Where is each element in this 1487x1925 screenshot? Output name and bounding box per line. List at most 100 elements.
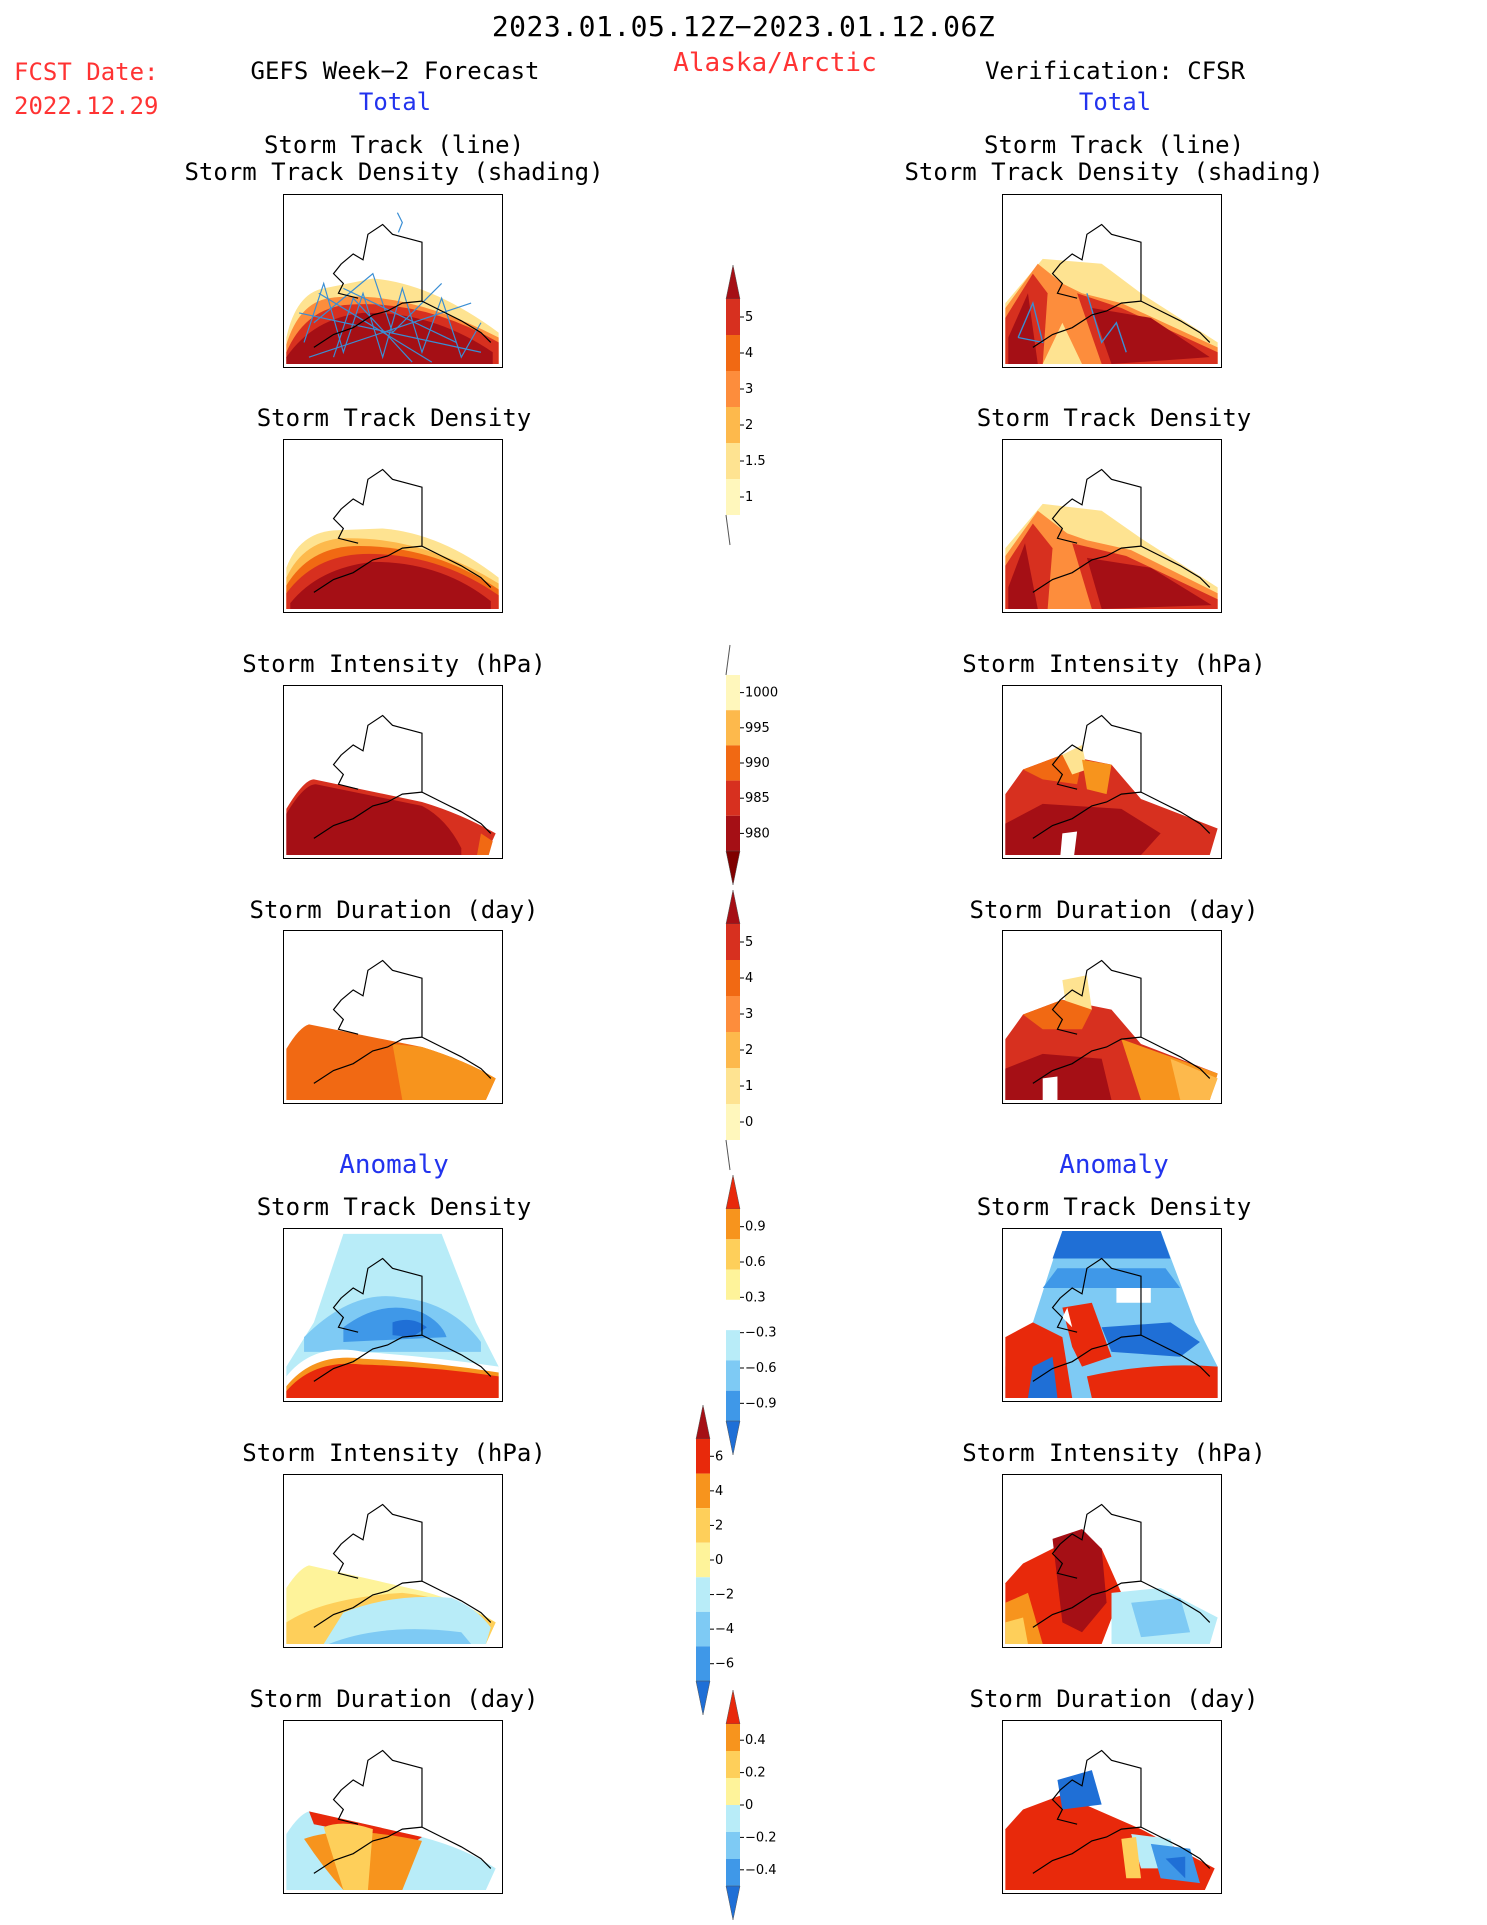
colorbar-bottom-arrow — [725, 1420, 741, 1456]
right-duration-title: Storm Duration (day) — [969, 896, 1259, 924]
map-forecast-density-anomaly — [283, 1228, 503, 1402]
map-forecast-intensity-anomaly — [283, 1474, 503, 1648]
colorbar-duration: 5 4 3 2 1 0 — [724, 889, 794, 1171]
colorbar-label: −4 — [715, 1622, 734, 1637]
colorbar-segment — [726, 1269, 740, 1300]
map-forecast-density — [283, 439, 503, 613]
left-duration-anom-title: Storm Duration (day) — [249, 1685, 539, 1713]
colorbar-segment — [726, 299, 740, 335]
colorbar-label: 1 — [745, 1079, 753, 1094]
colorbar-segment — [696, 1611, 710, 1647]
map-forecast-track — [283, 194, 503, 368]
colorbar-segment — [726, 675, 740, 711]
colorbar-label: 1000 — [745, 686, 778, 701]
colorbar-density: 5 4 3 2 1.5 1 — [724, 264, 794, 546]
colorbar-segment — [726, 710, 740, 746]
colorbar-top-arrow — [725, 1174, 741, 1210]
left-intensity-title: Storm Intensity (hPa) — [242, 650, 546, 678]
right-density-anom-title: Storm Track Density — [976, 1193, 1252, 1221]
left-track-shading-title: Storm Track Density (shading) — [184, 158, 604, 186]
colorbar-segment — [726, 745, 740, 781]
right-track-line-title: Storm Track (line) — [983, 131, 1245, 159]
colorbar-segment — [726, 335, 740, 371]
colorbar-label: 0 — [745, 1798, 753, 1813]
forecast-total-label: Total — [358, 88, 432, 116]
fcst-date-value: 2022.12.29 — [14, 92, 159, 120]
colorbar-segment — [696, 1646, 710, 1681]
colorbar-label: 5 — [745, 935, 753, 950]
colorbar-segment — [726, 924, 740, 960]
colorbar-label: 3 — [745, 1007, 753, 1022]
colorbar-segment — [726, 407, 740, 443]
colorbar-label: 4 — [715, 1484, 723, 1499]
colorbar-bottom-tail — [725, 1139, 731, 1171]
right-intensity-anom-title: Storm Intensity (hPa) — [962, 1439, 1266, 1467]
colorbar-bottom-arrow — [725, 1885, 741, 1921]
colorbar-segment — [726, 1751, 740, 1778]
colorbar-label: 0.3 — [745, 1290, 766, 1305]
map-verification-track — [1002, 194, 1222, 368]
colorbar-segment — [726, 960, 740, 996]
colorbar-top-arrow — [725, 1689, 741, 1725]
left-anomaly-label: Anomaly — [339, 1150, 449, 1180]
left-intensity-anom-title: Storm Intensity (hPa) — [242, 1439, 546, 1467]
colorbar-segment — [726, 443, 740, 479]
colorbar-segment — [696, 1439, 710, 1474]
colorbar-label: 6 — [715, 1449, 723, 1464]
map-verification-duration — [1002, 930, 1222, 1104]
colorbar-label: −0.6 — [745, 1361, 777, 1376]
colorbar-intensity: 1000 995 990 985 980 — [724, 644, 794, 886]
map-verification-intensity-anomaly — [1002, 1474, 1222, 1648]
colorbar-intensity-anomaly: 6 4 2 0 −2 −4 −6 — [694, 1404, 764, 1716]
colorbar-label: 985 — [745, 791, 770, 806]
colorbar-segment — [726, 996, 740, 1032]
colorbar-segment — [696, 1473, 710, 1509]
right-density-title: Storm Track Density — [976, 404, 1252, 432]
colorbar-label: 980 — [745, 826, 770, 841]
colorbar-label: 4 — [745, 346, 753, 361]
colorbar-segment — [726, 1805, 740, 1832]
map-forecast-intensity — [283, 685, 503, 859]
colorbar-label: 0.4 — [745, 1733, 766, 1748]
colorbar-label: 0.2 — [745, 1766, 766, 1781]
colorbar-density-anomaly: 0.9 0.6 0.3 −0.3 −0.6 −0.9 — [724, 1174, 794, 1456]
colorbar-segment — [696, 1577, 710, 1612]
colorbar-duration-anomaly: 0.4 0.2 0 −0.2 −0.4 — [724, 1689, 794, 1921]
valid-period-title: 2023.01.05.12Z−2023.01.12.06Z — [491, 10, 996, 43]
map-forecast-duration-anomaly — [283, 1720, 503, 1894]
colorbar-label: −0.3 — [745, 1326, 777, 1341]
colorbar-label: 1.5 — [745, 454, 766, 469]
colorbar-segment — [726, 780, 740, 816]
colorbar-top-arrow — [725, 264, 741, 300]
colorbar-segment — [726, 1390, 740, 1421]
colorbar-label: 990 — [745, 756, 770, 771]
colorbar-segment — [696, 1542, 710, 1578]
colorbar-segment — [726, 371, 740, 407]
colorbar-label: −0.2 — [745, 1830, 777, 1845]
colorbar-segment — [726, 1239, 740, 1270]
colorbar-top-arrow — [695, 1404, 711, 1440]
map-verification-duration-anomaly — [1002, 1720, 1222, 1894]
map-forecast-duration — [283, 930, 503, 1104]
map-verification-intensity — [1002, 685, 1222, 859]
left-duration-title: Storm Duration (day) — [249, 896, 539, 924]
colorbar-segment — [726, 479, 740, 515]
colorbar-label: 0.9 — [745, 1220, 766, 1235]
colorbar-segment — [726, 1778, 740, 1805]
left-track-line-title: Storm Track (line) — [263, 131, 525, 159]
colorbar-label: 5 — [745, 310, 753, 325]
colorbar-top-tail — [725, 644, 731, 676]
colorbar-label: 0 — [745, 1115, 753, 1130]
colorbar-top-arrow — [725, 889, 741, 925]
colorbar-label: 2 — [745, 418, 753, 433]
colorbar-segment — [726, 1209, 740, 1240]
colorbar-label: −0.4 — [745, 1863, 777, 1878]
right-anomaly-label: Anomaly — [1059, 1150, 1169, 1180]
colorbar-label: −2 — [715, 1588, 734, 1603]
right-duration-anom-title: Storm Duration (day) — [969, 1685, 1259, 1713]
forecast-column-title: GEFS Week−2 Forecast — [250, 57, 540, 85]
region-title: Alaska/Arctic — [673, 48, 877, 78]
colorbar-segment — [726, 815, 740, 851]
colorbar-segment — [726, 1724, 740, 1751]
colorbar-bottom-arrow — [695, 1680, 711, 1716]
